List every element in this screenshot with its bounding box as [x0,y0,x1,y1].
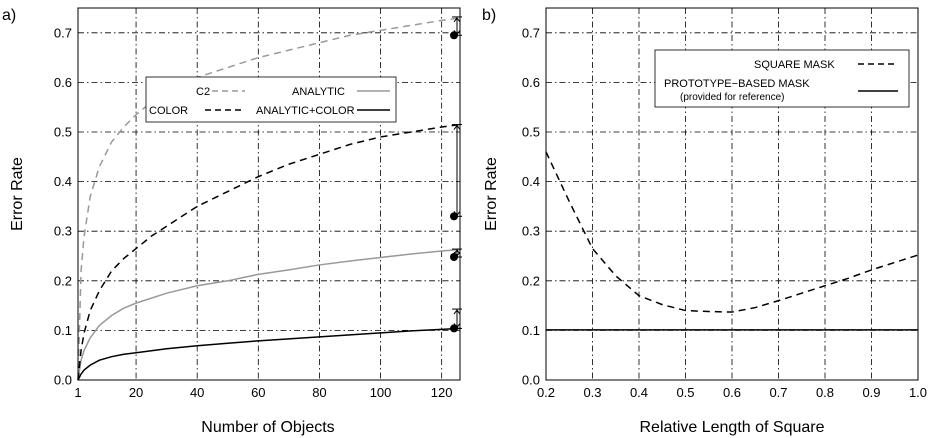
y-tick-label: 0.5 [522,125,540,140]
series-line-square-mask [545,151,919,313]
x-tick-label: 60 [251,385,265,400]
panel-b-ticks: 0.0 0.1 0.2 0.3 0.4 0.5 0.6 0.7 0.2 0.3 0.4 0.5 0.6 0… [522,25,927,400]
panel-b-ylabel: Error Rate [483,157,500,231]
panel-a-legend: C2 ANALYTIC COLOR ANALYTIC+COLOR [145,76,397,123]
panel-a-grid [78,8,460,380]
y-tick-label: 0.6 [54,75,72,90]
y-tick-label: 0.1 [54,323,72,338]
x-tick-label: 1 [74,385,81,400]
series-line-c2 [77,17,461,381]
y-tick-label: 0.7 [54,25,72,40]
y-tick-label: 0.6 [522,75,540,90]
y-tick-label: 0.5 [54,125,72,140]
x-tick-label: 20 [129,385,143,400]
panel-b-legend-box [654,49,910,108]
panel-a-xlabel: Number of Objects [201,419,334,436]
error-bar-point [450,31,458,40]
panel-a-label: a) [2,7,16,24]
legend-prototype-mask-note: (provided for reference) [680,92,785,103]
panel-a-series [77,17,461,381]
y-tick-label: 0.4 [522,174,540,189]
panel-a-ylabel: Error Rate [9,157,26,231]
y-tick-label: 0.2 [522,273,540,288]
y-tick-label: 0.7 [522,25,540,40]
panel-b-legend: SQUARE MASK PROTOTYPE−BASED MASK (provid… [654,49,910,108]
error-bar-point [450,212,458,221]
x-tick-label: 0.5 [676,385,694,400]
x-tick-label: 0.7 [769,385,787,400]
x-tick-label: 0.6 [723,385,741,400]
x-tick-label: 40 [190,385,204,400]
panel-a-ticks: 0.00.10.20.30.40.50.60.71 20 40 60 80 100 120 [54,25,453,400]
legend-c2-label: C2 [196,86,210,98]
error-bar-arrow [453,124,461,130]
panel-a-frame [77,7,461,381]
error-bar-point [450,324,458,333]
legend-analytic-label: ANALYTIC [292,86,345,98]
error-bar-arrow [453,309,461,315]
error-bar-point [450,252,458,261]
legend-prototype-mask-label: PROTOTYPE−BASED MASK [664,78,810,90]
y-tick-label: 0.4 [54,174,72,189]
x-tick-label: 0.4 [630,385,648,400]
panel-b: b) 0.00.10.20.30.40.50.60.70.2 0.3 0.4 0.5 0… [482,7,927,436]
panel-b-xlabel: Relative Length of Square [639,419,824,436]
y-tick-label: 0.0 [522,373,540,388]
x-tick-label: 0.2 [537,385,555,400]
legend-square-mask-label: SQUARE MASK [754,59,835,71]
panel-b-series [545,151,919,331]
panel-b-frame [545,7,919,381]
x-tick-label: 0.3 [583,385,601,400]
x-tick-label: 80 [312,385,326,400]
series-line-analytic [77,248,461,381]
x-tick-label: 0.8 [816,385,834,400]
error-bar-arrow [453,17,461,23]
panel-a: a) 0.00.10.20.30.40.50.60.71 20 40 60 80 100 1… [2,7,462,436]
x-tick-label: 1.0 [909,385,927,400]
x-tick-label: 120 [431,385,453,400]
series-line-color [77,123,461,381]
legend-color-label: COLOR [149,105,188,117]
x-tick-label: 100 [370,385,392,400]
x-tick-label: 0.9 [862,385,880,400]
y-tick-label: 0.2 [54,273,72,288]
panel-b-label: b) [482,7,496,24]
y-tick-label: 0.1 [522,323,540,338]
y-tick-label: 0.0 [54,373,72,388]
panel-a-legend-box [145,76,397,123]
series-line-analytic-color [77,327,461,381]
y-tick-label: 0.3 [54,224,72,239]
legend-analytic-color-label: ANALYTIC+COLOR [256,105,355,117]
y-tick-label: 0.3 [522,224,540,239]
